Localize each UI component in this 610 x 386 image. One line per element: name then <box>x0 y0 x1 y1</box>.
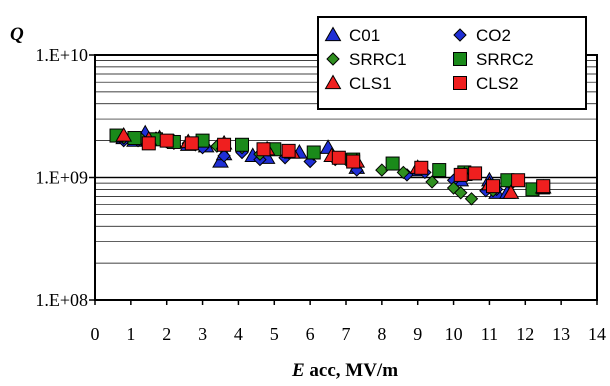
data-point-srrc2 <box>385 156 400 171</box>
legend: C01 CO2 SRRC1 SRRC2 CLS1 CLS2 <box>317 16 587 110</box>
data-points <box>109 124 552 206</box>
legend-label-cls2: CLS2 <box>476 74 519 93</box>
x-tick-label: 11 <box>481 324 498 344</box>
data-point-srrc2 <box>306 145 321 160</box>
legend-label-srrc2: SRRC2 <box>476 50 534 69</box>
legend-marker-srrc2 <box>453 52 467 66</box>
legend-label-c01: C01 <box>349 26 380 45</box>
data-point-cls2 <box>468 166 483 181</box>
legend-box <box>317 16 587 110</box>
y-tick-labels: 1.E+10 1.E+09 1.E+08 <box>35 45 95 310</box>
data-point-cls2 <box>184 136 199 151</box>
x-tick-label: 1 <box>126 324 135 344</box>
data-point-cls2 <box>453 167 468 182</box>
x-tick-label: 8 <box>377 324 386 344</box>
data-point-cls2 <box>281 143 296 158</box>
data-point-co2 <box>217 149 231 163</box>
data-point-cls2 <box>159 133 174 148</box>
data-point-cls2 <box>414 160 429 175</box>
data-point-cls2 <box>217 137 232 152</box>
x-tick-label: 7 <box>342 324 351 344</box>
data-point-srrc2 <box>432 163 447 178</box>
data-point-cls1 <box>502 184 520 199</box>
data-point-cls2 <box>346 154 361 169</box>
x-tick-label: 4 <box>234 324 243 344</box>
data-point-srrc1 <box>464 192 479 206</box>
data-point-cls2 <box>511 173 526 188</box>
x-tick-label: 14 <box>588 324 606 344</box>
x-tick-label: 12 <box>516 324 534 344</box>
x-tick-label: 9 <box>413 324 422 344</box>
data-point-cls2 <box>486 179 501 194</box>
legend-marker-cls1 <box>324 74 342 90</box>
x-axis-title-rest: acc, MV/m <box>305 360 399 381</box>
x-tick-label: 0 <box>91 324 100 344</box>
x-tick-labels: 0 1 2 3 4 5 6 7 8 9 10 11 12 13 14 <box>91 300 606 344</box>
data-point-cls2 <box>141 136 156 151</box>
data-point-srrc2 <box>235 137 250 152</box>
x-tick-label: 5 <box>270 324 279 344</box>
data-point-cls1 <box>115 127 133 142</box>
legend-marker-co2 <box>453 28 467 42</box>
data-point-cls2 <box>256 142 271 157</box>
data-point-srrc1 <box>454 186 468 200</box>
x-tick-label: 13 <box>552 324 570 344</box>
y-tick-label: 1.E+09 <box>35 168 88 188</box>
legend-label-srrc1: SRRC1 <box>349 50 407 69</box>
x-tick-label: 3 <box>198 324 207 344</box>
data-point-srrc1 <box>425 175 439 189</box>
legend-marker-c01 <box>324 26 342 42</box>
legend-marker-cls2 <box>453 76 467 90</box>
x-tick-label: 2 <box>162 324 171 344</box>
y-tick-label: 1.E+08 <box>35 290 88 310</box>
data-point-cls2 <box>331 150 346 165</box>
data-point-cls2 <box>536 179 551 194</box>
x-tick-label: 10 <box>445 324 463 344</box>
y-tick-label: 1.E+10 <box>35 45 88 65</box>
y-axis-title: Q <box>10 24 24 45</box>
x-axis-title-italic: E <box>291 360 305 381</box>
legend-label-cls1: CLS1 <box>349 74 392 93</box>
x-tick-label: 6 <box>306 324 315 344</box>
legend-marker-srrc1 <box>326 52 340 66</box>
x-axis-title: E acc, MV/m <box>291 360 398 381</box>
legend-label-co2: CO2 <box>476 26 511 45</box>
